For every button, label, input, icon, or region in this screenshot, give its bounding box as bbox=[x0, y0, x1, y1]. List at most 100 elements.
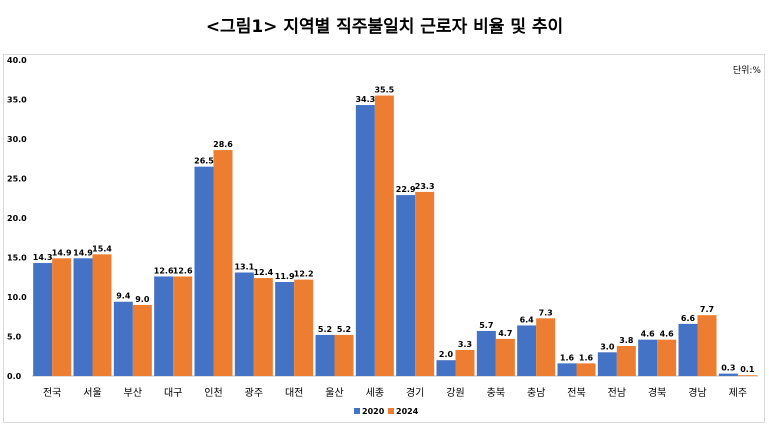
x-tick-label: 부산 bbox=[124, 387, 142, 399]
data-label: 34.3 bbox=[355, 95, 375, 104]
data-label: 11.9 bbox=[275, 272, 295, 281]
bar-2024-충북 bbox=[495, 338, 515, 376]
bar-2020-대구 bbox=[154, 276, 174, 376]
x-tick-label: 경남 bbox=[688, 386, 706, 399]
data-labels-layer: 14.314.9 14.9 15.49.4 9.012.6 12.626.528.613… bbox=[33, 86, 755, 375]
data-label: 28.6 bbox=[213, 140, 233, 149]
x-tick-label: 충북 bbox=[487, 387, 505, 399]
y-tick-label: 35.0 bbox=[7, 96, 27, 105]
x-tick-label: 세종 bbox=[366, 387, 384, 399]
axis-layer: 0.0 5.0 10.0 15.0 20.0 25.0 30.0 35.0 40.0 bbox=[7, 56, 758, 381]
data-label: 23.3 bbox=[415, 182, 435, 191]
y-tick-label: 5.0 bbox=[7, 333, 22, 342]
unit-label: 단위:% bbox=[732, 66, 761, 76]
data-label: 5.2 bbox=[337, 325, 351, 334]
x-tick-label: 대구 bbox=[164, 387, 182, 399]
bar-2024-인천 bbox=[213, 150, 233, 376]
data-label: 14.9 bbox=[52, 248, 72, 257]
data-label: 14.9 bbox=[73, 248, 93, 257]
chart-frame bbox=[3, 54, 765, 423]
bar-2020-경남 bbox=[678, 323, 698, 376]
bar-2024-부산 bbox=[132, 304, 152, 376]
bar-2020-경기 bbox=[396, 195, 416, 376]
legend-swatch-2020 bbox=[354, 408, 360, 414]
bar-2020-경북 bbox=[638, 339, 658, 376]
data-label: 12.6 bbox=[154, 266, 174, 275]
data-label: 4.7 bbox=[498, 329, 512, 338]
bar-2020-강원 bbox=[436, 360, 456, 376]
data-label: 5.2 bbox=[318, 325, 332, 334]
bar-2024-경남 bbox=[697, 315, 717, 376]
x-tick-label: 전북 bbox=[567, 387, 585, 399]
data-label: 3.0 bbox=[600, 342, 615, 351]
x-tick-label: 전남 bbox=[608, 387, 626, 399]
category-labels-layer: 전국 서울 부산 대구 인천 광주 대전 울산 세종 경기 강원 충북 충남 전북 전남 경북 경남 제주 bbox=[43, 386, 747, 399]
legend: 2020 2024 bbox=[354, 407, 419, 416]
data-label: 3.8 bbox=[619, 336, 634, 345]
data-label: 26.5 bbox=[194, 157, 214, 166]
y-tick-label: 15.0 bbox=[7, 254, 27, 263]
bar-2020-서울 bbox=[73, 258, 93, 376]
x-tick-label: 경북 bbox=[648, 386, 666, 399]
x-tick-label: 광주 bbox=[245, 387, 263, 399]
data-label: 7.7 bbox=[700, 305, 714, 314]
bar-2024-경기 bbox=[415, 191, 435, 376]
data-label: 12.4 bbox=[253, 268, 273, 277]
data-label: 5.7 bbox=[479, 321, 493, 330]
data-label: 0.3 bbox=[721, 364, 735, 373]
x-tick-label: 충남 bbox=[527, 387, 545, 399]
x-tick-label: 제주 bbox=[729, 387, 747, 399]
x-tick-label: 전국 bbox=[43, 387, 61, 399]
data-label: 12.6 bbox=[173, 266, 193, 275]
chart-title: <그림1> 지역별 직주불일치 근로자 비율 및 추이 bbox=[205, 17, 564, 37]
y-tick-label: 10.0 bbox=[7, 293, 27, 302]
bar-2020-광주 bbox=[234, 272, 254, 376]
bar-2020-세종 bbox=[355, 105, 375, 376]
bar-2024-강원 bbox=[455, 349, 475, 376]
y-tick-label: 0.0 bbox=[7, 372, 22, 381]
bar-2020-제주 bbox=[718, 373, 738, 376]
data-label: 9.0 bbox=[135, 295, 150, 304]
data-label: 2.0 bbox=[439, 350, 454, 359]
y-tick-label: 20.0 bbox=[7, 214, 27, 223]
bar-2024-광주 bbox=[253, 278, 273, 376]
data-label: 4.6 bbox=[660, 330, 675, 339]
x-tick-label: 울산 bbox=[325, 387, 343, 399]
bar-2020-충북 bbox=[476, 330, 496, 376]
x-tick-label: 인천 bbox=[204, 387, 222, 399]
x-tick-label: 서울 bbox=[83, 387, 101, 399]
bar-2020-전국 bbox=[33, 263, 53, 376]
data-label: 1.6 bbox=[579, 353, 594, 362]
x-tick-label: 강원 bbox=[446, 387, 464, 399]
bar-2020-전남 bbox=[597, 352, 617, 376]
bar-2024-서울 bbox=[92, 254, 112, 376]
data-label: 22.9 bbox=[396, 185, 416, 194]
data-label: 9.4 bbox=[116, 292, 131, 301]
y-tick-label: 30.0 bbox=[7, 135, 27, 144]
bars-layer bbox=[33, 95, 757, 377]
data-label: 15.4 bbox=[92, 244, 112, 253]
bar-2024-전국 bbox=[52, 258, 72, 376]
y-tick-label: 25.0 bbox=[7, 175, 27, 184]
bar-2024-울산 bbox=[334, 334, 354, 376]
bar-2024-세종 bbox=[374, 95, 394, 377]
data-label: 6.6 bbox=[681, 314, 696, 323]
bar-2020-인천 bbox=[194, 166, 214, 376]
x-tick-label: 대전 bbox=[285, 387, 303, 399]
data-label: 3.3 bbox=[458, 340, 472, 349]
bar-2020-충남 bbox=[517, 325, 537, 376]
legend-swatch-2024 bbox=[388, 408, 394, 414]
bar-2020-부산 bbox=[113, 301, 133, 376]
bar-2024-전남 bbox=[616, 345, 636, 376]
bar-2024-경북 bbox=[657, 339, 677, 376]
bar-2024-제주 bbox=[737, 375, 757, 376]
legend-label: 2020 bbox=[362, 407, 385, 416]
bar-2024-대구 bbox=[173, 276, 193, 376]
data-label: 4.6 bbox=[641, 330, 656, 339]
x-tick-label: 경기 bbox=[406, 386, 424, 399]
bar-2024-충남 bbox=[536, 318, 556, 376]
legend-label: 2024 bbox=[396, 407, 419, 416]
data-label: 7.3 bbox=[539, 308, 553, 317]
data-label: 14.3 bbox=[33, 253, 53, 262]
